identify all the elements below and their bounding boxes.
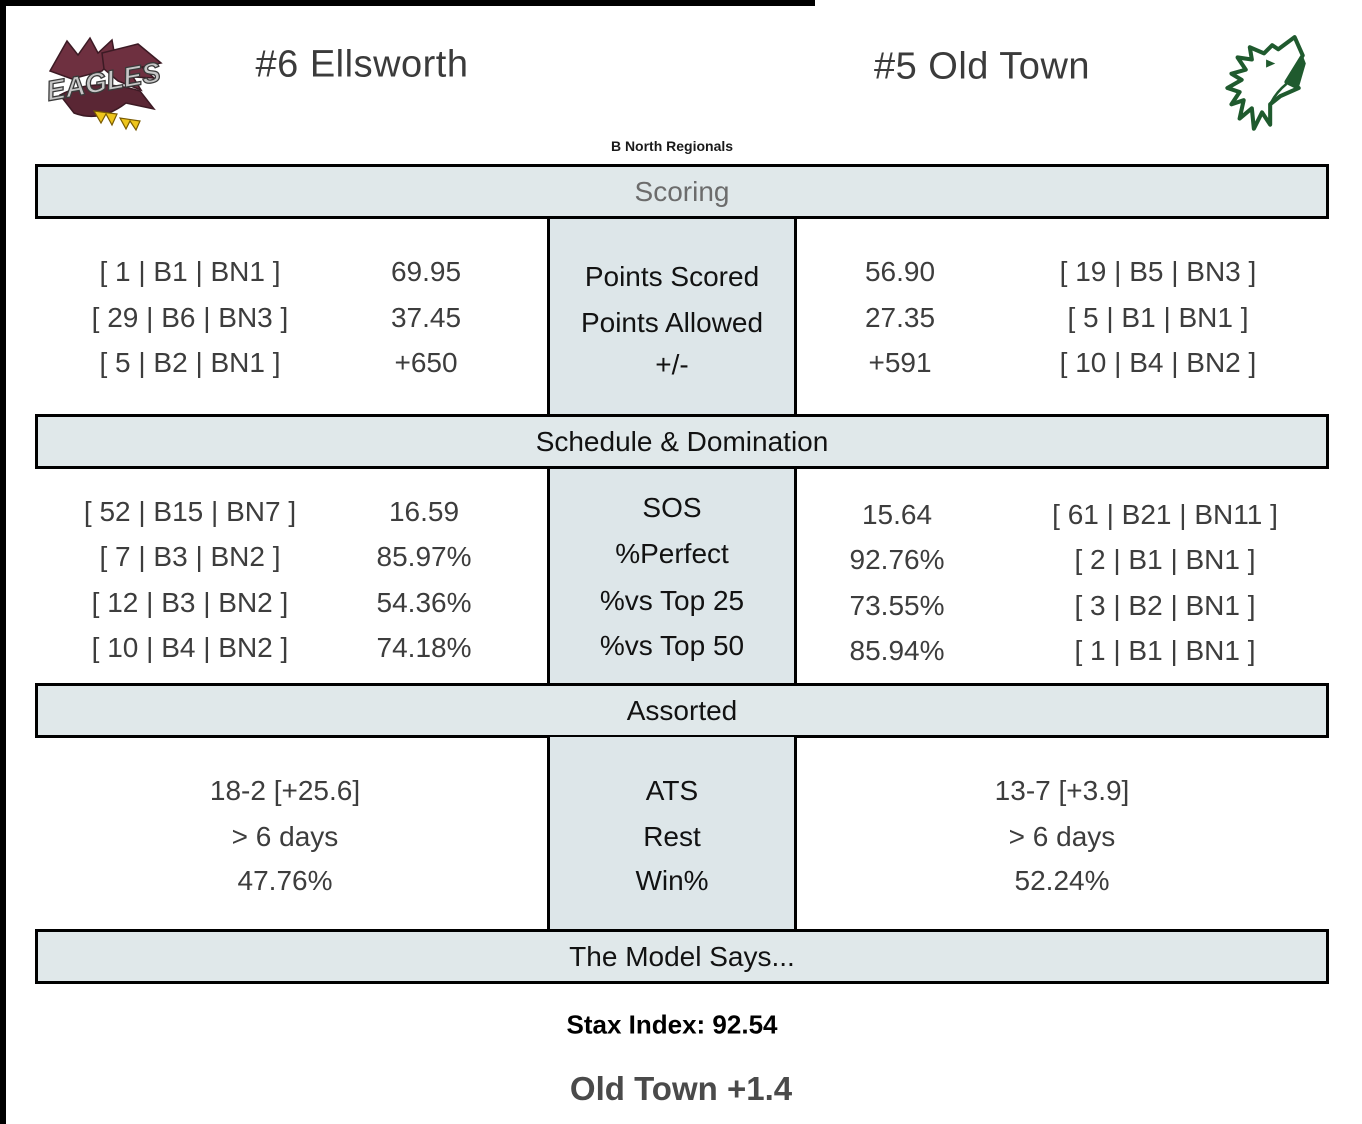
assorted-title: Assorted — [626, 694, 738, 726]
left-team-title: #6 Ellsworth — [255, 43, 469, 86]
right-value: +591 — [868, 347, 932, 378]
eagles-logo-icon: EAGLES — [43, 36, 164, 132]
left-rank: [ 5 | B2 | BN1 ] — [99, 347, 281, 378]
section-bar-assorted: Assorted — [35, 683, 1329, 738]
metric-label: %vs Top 50 — [599, 630, 745, 661]
metric-band-scoring — [547, 219, 797, 414]
left-value: 18-2 [+25.6] — [209, 775, 361, 806]
left-value: 16.59 — [388, 496, 460, 527]
metric-band-assorted — [547, 737, 797, 929]
left-rank: [ 7 | B3 | BN2 ] — [99, 541, 281, 572]
right-value: 85.94% — [849, 635, 945, 666]
left-rank: [ 52 | B15 | BN7 ] — [83, 496, 297, 527]
left-value: 85.97% — [376, 541, 472, 572]
metric-band-schedule — [547, 469, 797, 683]
metric-label: Points Allowed — [580, 307, 764, 338]
schedule-title: Schedule & Domination — [535, 425, 829, 457]
right-value: 27.35 — [864, 302, 936, 333]
section-bar-model: The Model Says... — [35, 929, 1329, 984]
bracket-subtitle: B North Regionals — [610, 138, 734, 154]
left-value: 37.45 — [390, 302, 462, 333]
window-edge-top — [0, 0, 815, 6]
metric-label: +/- — [655, 349, 689, 380]
right-value: 52.24% — [1014, 865, 1110, 896]
model-title: The Model Says... — [569, 940, 795, 972]
left-value: 47.76% — [237, 865, 333, 896]
metric-label: Rest — [643, 821, 701, 852]
left-value: 54.36% — [376, 587, 472, 618]
left-rank: [ 10 | B4 | BN2 ] — [91, 632, 289, 663]
left-value: 74.18% — [376, 632, 472, 663]
window-edge-left — [0, 0, 6, 1124]
right-rank: [ 1 | B1 | BN1 ] — [1074, 635, 1256, 666]
right-team-title: #5 Old Town — [873, 45, 1091, 88]
right-value: > 6 days — [1008, 821, 1116, 852]
stax-index-value: Stax Index: 92.54 — [566, 1009, 778, 1040]
right-value: 73.55% — [849, 590, 945, 621]
right-rank: [ 61 | B21 | BN11 ] — [1052, 499, 1278, 530]
section-bar-schedule: Schedule & Domination — [35, 414, 1329, 469]
right-rank: [ 19 | B5 | BN3 ] — [1059, 256, 1257, 287]
metric-label: SOS — [642, 492, 702, 523]
right-value: 13-7 [+3.9] — [994, 775, 1130, 806]
left-value: 69.95 — [390, 256, 462, 287]
metric-label: %Perfect — [615, 538, 729, 569]
model-prediction: Old Town +1.4 — [569, 1070, 793, 1107]
metric-label: %vs Top 25 — [599, 585, 745, 616]
left-rank: [ 12 | B3 | BN2 ] — [91, 587, 289, 618]
left-rank: [ 29 | B6 | BN3 ] — [91, 302, 289, 333]
section-bar-scoring: Scoring — [35, 164, 1329, 219]
right-rank: [ 2 | B1 | BN1 ] — [1074, 544, 1256, 575]
metric-label: ATS — [645, 775, 699, 806]
coyote-logo-icon — [1225, 35, 1306, 131]
left-value: +650 — [394, 347, 458, 378]
left-rank: [ 1 | B1 | BN1 ] — [99, 256, 281, 287]
metric-label: Points Scored — [584, 261, 760, 292]
scoring-title: Scoring — [634, 175, 730, 207]
right-rank: [ 10 | B4 | BN2 ] — [1059, 347, 1257, 378]
right-value: 15.64 — [861, 499, 933, 530]
left-value: > 6 days — [231, 821, 339, 852]
right-rank: [ 3 | B2 | BN1 ] — [1074, 590, 1256, 621]
right-value: 56.90 — [864, 256, 936, 287]
right-rank: [ 5 | B1 | BN1 ] — [1067, 302, 1249, 333]
right-value: 92.76% — [849, 544, 945, 575]
metric-label: Win% — [635, 865, 709, 896]
